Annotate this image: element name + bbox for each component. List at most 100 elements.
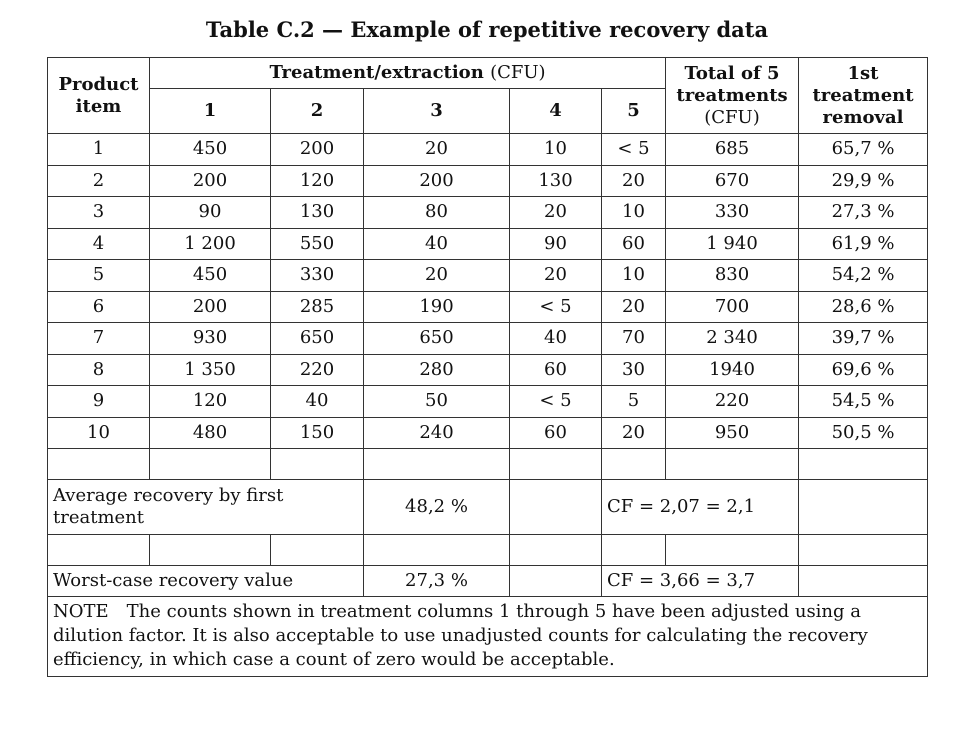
empty-cell — [270, 534, 364, 566]
total-cell: 950 — [665, 416, 800, 449]
treatment-cell: 220 — [270, 353, 364, 386]
treatment-cell: 20 — [363, 259, 510, 292]
treatment-cell: 930 — [149, 322, 271, 355]
removal-cell: 27,3 % — [798, 196, 929, 229]
treatment-cell: 1 350 — [149, 353, 271, 386]
total-cell: 830 — [665, 259, 800, 292]
total-cell: 685 — [665, 133, 800, 166]
treatment-cell: 90 — [509, 227, 602, 260]
empty-cell — [47, 534, 150, 566]
removal-cell: 65,7 % — [798, 133, 929, 166]
treatment-cell: 40 — [363, 227, 510, 260]
treatment-cell: 20 — [509, 196, 602, 229]
average-correction-factor: CF = 2,07 = 2,1 — [600, 479, 800, 535]
total-cell: 700 — [665, 290, 800, 323]
treatment-cell: 120 — [270, 164, 364, 197]
treatment-col-3-header: 3 — [363, 88, 510, 134]
empty-cell — [665, 534, 800, 566]
average-recovery-row: Average recovery by first treatment 48,2… — [47, 479, 929, 535]
removal-cell: 29,9 % — [798, 164, 929, 197]
treatment-cell: 80 — [363, 196, 510, 229]
empty-cell — [47, 448, 150, 480]
removal-cell: 50,5 % — [798, 416, 929, 449]
treatment-cell: 70 — [600, 322, 667, 355]
empty-row — [47, 534, 929, 566]
empty-cell — [149, 448, 271, 480]
table-row: 1 450 200 20 10 < 5 685 65,7 % — [47, 133, 929, 166]
total-cell: 2 340 — [665, 322, 800, 355]
empty-cell — [149, 534, 271, 566]
total-cell: 330 — [665, 196, 800, 229]
empty-cell — [363, 448, 510, 480]
removal-cell: 61,9 % — [798, 227, 929, 260]
treatment-cell: 280 — [363, 353, 510, 386]
total-cell: 220 — [665, 385, 800, 418]
removal-cell: 69,6 % — [798, 353, 929, 386]
table-row: 2 200 120 200 130 20 670 29,9 % — [47, 164, 929, 197]
treatment-cell: 550 — [270, 227, 364, 260]
treatment-cell: 60 — [509, 353, 602, 386]
empty-cell — [509, 565, 602, 597]
treatment-cell: 200 — [149, 164, 271, 197]
product-item-cell: 2 — [47, 164, 150, 197]
product-item-cell: 8 — [47, 353, 150, 386]
treatment-cell: 650 — [270, 322, 364, 355]
total-cell: 1940 — [665, 353, 800, 386]
treatment-cell: 150 — [270, 416, 364, 449]
product-item-cell: 7 — [47, 322, 150, 355]
empty-cell — [665, 448, 800, 480]
treatment-cell: 285 — [270, 290, 364, 323]
treatment-cell: 200 — [270, 133, 364, 166]
removal-cell: 39,7 % — [798, 322, 929, 355]
table-title: Table C.2 — Example of repetitive recove… — [205, 17, 769, 42]
worst-case-row: Worst-case recovery value 27,3 % CF = 3,… — [47, 565, 929, 597]
empty-cell — [509, 479, 602, 535]
treatment-cell: 60 — [509, 416, 602, 449]
treatment-cell: 650 — [363, 322, 510, 355]
treatment-cell: 130 — [509, 164, 602, 197]
empty-cell — [270, 448, 364, 480]
treatment-cell: 30 — [600, 353, 667, 386]
treatment-cell: 40 — [509, 322, 602, 355]
product-item-cell: 1 — [47, 133, 150, 166]
treatment-cell: 90 — [149, 196, 271, 229]
treatment-cell: 200 — [149, 290, 271, 323]
table-body: 1 450 200 20 10 < 5 685 65,7 % 2 200 120 200 130 20 67… — [47, 133, 929, 449]
total-treatments-header: Total of 5 treatments (CFU) — [665, 57, 800, 134]
table-row: 3 90 130 80 20 10 330 27,3 % — [47, 196, 929, 229]
empty-cell — [798, 565, 929, 597]
empty-cell — [509, 534, 602, 566]
empty-cell — [798, 448, 929, 480]
average-recovery-value: 48,2 % — [363, 479, 510, 535]
treatment-cell: 60 — [600, 227, 667, 260]
treatment-cell: 5 — [600, 385, 667, 418]
removal-cell: 54,5 % — [798, 385, 929, 418]
removal-cell: 28,6 % — [798, 290, 929, 323]
treatment-cell: 240 — [363, 416, 510, 449]
treatment-cell: 40 — [270, 385, 364, 418]
total-cell: 670 — [665, 164, 800, 197]
treatment-cell: 130 — [270, 196, 364, 229]
empty-cell — [509, 448, 602, 480]
recovery-data-table: Product item Treatment/extraction (CFU) … — [46, 57, 929, 677]
treatment-extraction-header: Treatment/extraction (CFU) — [148, 57, 667, 89]
treatment-cell: < 5 — [509, 385, 602, 418]
empty-cell — [798, 479, 929, 535]
table-row: 7 930 650 650 40 70 2 340 39,7 % — [47, 322, 929, 355]
treatment-col-4-header: 4 — [509, 88, 602, 134]
treatment-cell: 20 — [600, 164, 667, 197]
treatment-cell: 10 — [600, 196, 667, 229]
empty-cell — [600, 448, 667, 480]
first-treatment-removal-header: 1st treatment removal — [798, 57, 929, 134]
treatment-col-5-header: 5 — [600, 88, 667, 134]
treatment-cell: 20 — [600, 290, 667, 323]
empty-cell — [600, 534, 667, 566]
treatment-cell: 450 — [149, 259, 271, 292]
table-row: 10 480 150 240 60 20 950 50,5 % — [47, 416, 929, 449]
product-item-header: Product item — [47, 57, 150, 134]
product-item-cell: 10 — [47, 416, 150, 449]
treatment-cell: < 5 — [509, 290, 602, 323]
treatment-cell: 20 — [600, 416, 667, 449]
